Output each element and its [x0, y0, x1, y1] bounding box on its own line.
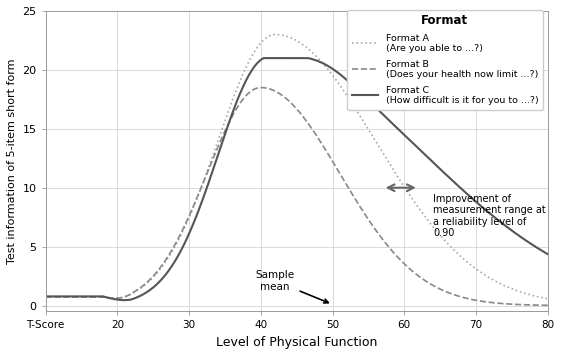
Format A
(Are you able to ...?)	[43, 295, 49, 299]
X-axis label: Level of Physical Function: Level of Physical Function	[216, 336, 378, 349]
Format B
(Does your health now limit ...?)	[544, 303, 551, 308]
Format B
(Does your health now limit ...?)	[348, 190, 354, 194]
Format B
(Does your health now limit ...?)	[43, 295, 49, 299]
Format B
(Does your health now limit ...?)	[73, 295, 80, 299]
Format C
(How difficult is it for you to ...?)	[121, 298, 128, 302]
Format B
(Does your health now limit ...?)	[424, 280, 430, 284]
Format B
(Does your health now limit ...?)	[363, 214, 370, 218]
Y-axis label: Test information of 5-item short form: Test information of 5-item short form	[7, 58, 17, 264]
Format C
(How difficult is it for you to ...?)	[73, 294, 80, 299]
Format A
(Are you able to ...?)	[424, 217, 430, 221]
Format A
(Are you able to ...?)	[348, 100, 354, 104]
Format C
(How difficult is it for you to ...?)	[43, 294, 49, 299]
Format B
(Does your health now limit ...?)	[258, 85, 265, 90]
Format A
(Are you able to ...?)	[272, 32, 278, 37]
Text: Improvement of
measurement range at
a reliability level of
0.90: Improvement of measurement range at a re…	[433, 194, 545, 239]
Text: Sample
mean: Sample mean	[256, 270, 328, 303]
Line: Format A
(Are you able to ...?): Format A (Are you able to ...?)	[46, 35, 548, 299]
Format C
(How difficult is it for you to ...?)	[424, 155, 431, 159]
Line: Format B
(Does your health now limit ...?): Format B (Does your health now limit ...…	[46, 88, 548, 305]
Format C
(How difficult is it for you to ...?)	[476, 203, 483, 207]
Format A
(Are you able to ...?)	[475, 269, 482, 273]
Format A
(Are you able to ...?)	[544, 297, 551, 301]
Line: Format C
(How difficult is it for you to ...?): Format C (How difficult is it for you to…	[46, 58, 548, 300]
Format A
(Are you able to ...?)	[363, 124, 370, 128]
Format C
(How difficult is it for you to ...?)	[363, 96, 370, 101]
Format C
(How difficult is it for you to ...?)	[335, 71, 342, 75]
Format C
(How difficult is it for you to ...?)	[260, 56, 267, 60]
Legend: Format A
(Are you able to ...?), Format B
(Does your health now limit ...?), For: Format A (Are you able to ...?), Format …	[347, 10, 543, 110]
Format A
(Are you able to ...?)	[335, 80, 341, 85]
Format B
(Does your health now limit ...?)	[335, 168, 341, 172]
Format B
(Does your health now limit ...?)	[475, 299, 482, 303]
Format C
(How difficult is it for you to ...?)	[348, 82, 355, 87]
Format A
(Are you able to ...?)	[73, 295, 80, 299]
Format C
(How difficult is it for you to ...?)	[544, 252, 551, 256]
